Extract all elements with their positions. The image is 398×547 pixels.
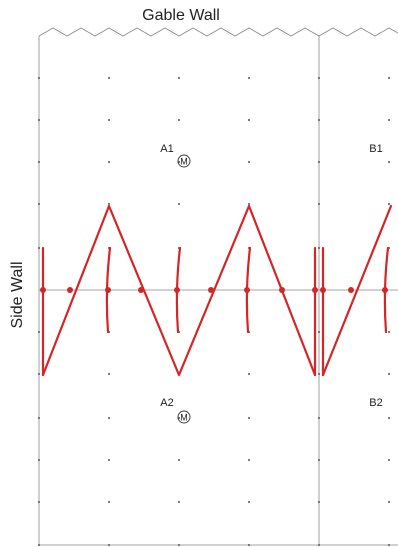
gable-wall-zigzag: [38, 27, 398, 37]
grid-dot: [38, 331, 40, 333]
grid-dot: [318, 247, 320, 249]
grid-dot: [248, 77, 250, 79]
grid-dot: [248, 417, 250, 419]
grid-dot: [318, 119, 320, 121]
grid-dot: [318, 459, 320, 461]
marker-label: M: [180, 413, 188, 423]
grid-dot: [248, 119, 250, 121]
grid-dot: [178, 501, 180, 503]
grid-dot: [388, 459, 390, 461]
grid-dot: [108, 373, 110, 375]
joint-node: [208, 287, 214, 293]
grid-dot: [318, 161, 320, 163]
zone-label-a1: A1: [160, 143, 173, 155]
grid-dot: [38, 247, 40, 249]
grid-dot: [38, 119, 40, 121]
grid-dot: [318, 417, 320, 419]
grid-dot: [318, 544, 320, 546]
grid-dot: [388, 544, 390, 546]
grid-dot: [108, 417, 110, 419]
grid-dot: [388, 501, 390, 503]
grid-dot: [248, 373, 250, 375]
grid-dot: [388, 373, 390, 375]
grid-dot: [108, 203, 110, 205]
grid-dot: [388, 119, 390, 121]
grid-dot: [248, 203, 250, 205]
grid-dot: [318, 373, 320, 375]
grid-dot: [178, 77, 180, 79]
grid-dot: [388, 161, 390, 163]
grid-dot: [108, 161, 110, 163]
grid-dot: [388, 417, 390, 419]
zone-label-b1: B1: [369, 143, 382, 155]
gable-wall-label: Gable Wall: [142, 7, 220, 24]
grid-dot: [318, 331, 320, 333]
grid-dot: [108, 501, 110, 503]
grid-dot: [108, 77, 110, 79]
marker-label: M: [180, 157, 188, 167]
grid-dot: [108, 459, 110, 461]
marker-circle-icon: [177, 410, 191, 424]
marker-m-lower: M: [177, 410, 191, 424]
grid-dot: [38, 77, 40, 79]
grid-dot: [38, 417, 40, 419]
grid-dot: [38, 501, 40, 503]
grid-dot: [248, 544, 250, 546]
zone-label-b2: B2: [369, 397, 382, 409]
grid-dot: [248, 459, 250, 461]
zone-label-a2: A2: [160, 397, 173, 409]
joint-node: [244, 287, 250, 293]
grid-dot: [388, 203, 390, 205]
grid-dot: [38, 544, 40, 546]
truss-structure: [41, 204, 393, 377]
grid-dots: [38, 77, 390, 546]
grid-dot: [178, 544, 180, 546]
marker-circle-icon: [177, 154, 191, 168]
truss-zigzag-b: [321, 204, 393, 377]
grid-dot: [38, 161, 40, 163]
grid-dot: [388, 77, 390, 79]
grid-dot: [108, 119, 110, 121]
truss-zigzag-a: [41, 204, 317, 377]
joint-node: [174, 287, 180, 293]
grid-dot: [38, 203, 40, 205]
joint-node: [320, 287, 326, 293]
grid-dot: [178, 203, 180, 205]
side-wall-label: Side Wall: [9, 262, 26, 329]
joint-node: [312, 287, 318, 293]
grid-dot: [318, 501, 320, 503]
joint-node: [138, 287, 144, 293]
joint-node: [40, 287, 46, 293]
joint-node: [348, 287, 354, 293]
grid-dot: [388, 331, 390, 333]
joint-node: [67, 287, 73, 293]
grid-dot: [108, 544, 110, 546]
grid-dot: [248, 501, 250, 503]
grid-dot: [318, 77, 320, 79]
grid-dot: [178, 119, 180, 121]
grid-dot: [38, 373, 40, 375]
grid-dot: [248, 161, 250, 163]
marker-m-upper: M: [177, 154, 191, 168]
joint-node: [105, 287, 111, 293]
joint-node: [382, 287, 388, 293]
joint-node: [279, 287, 285, 293]
frame: [38, 27, 398, 546]
grid-dot: [318, 203, 320, 205]
grid-dot: [38, 459, 40, 461]
grid-dot: [178, 459, 180, 461]
truss-joints: [40, 287, 388, 293]
